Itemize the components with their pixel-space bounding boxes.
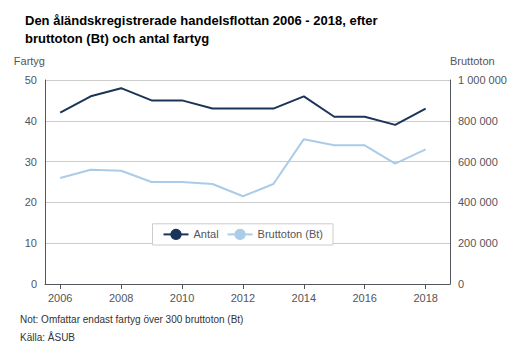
svg-text:2006: 2006 xyxy=(48,292,72,304)
svg-text:Den åländskregistrerade handel: Den åländskregistrerade handelsflottan 2… xyxy=(25,13,378,28)
svg-text:600 000: 600 000 xyxy=(458,156,498,168)
svg-text:Bruttoton: Bruttoton xyxy=(450,55,495,67)
svg-text:0: 0 xyxy=(31,278,37,290)
svg-text:2008: 2008 xyxy=(109,292,133,304)
svg-text:Antal: Antal xyxy=(194,228,219,240)
svg-text:Bruttoton (Bt): Bruttoton (Bt) xyxy=(258,228,323,240)
svg-text:10: 10 xyxy=(25,237,37,249)
svg-text:20: 20 xyxy=(25,196,37,208)
svg-text:800 000: 800 000 xyxy=(458,115,498,127)
svg-text:2018: 2018 xyxy=(413,292,437,304)
svg-text:0: 0 xyxy=(458,278,464,290)
svg-text:200 000: 200 000 xyxy=(458,237,498,249)
svg-text:50: 50 xyxy=(25,74,37,86)
svg-text:2016: 2016 xyxy=(352,292,376,304)
svg-text:2010: 2010 xyxy=(170,292,194,304)
svg-text:bruttoton (Bt) och antal farty: bruttoton (Bt) och antal fartyg xyxy=(25,31,209,46)
svg-text:Not: Omfattar endast fartyg öv: Not: Omfattar endast fartyg över 300 bru… xyxy=(20,314,243,325)
svg-text:2014: 2014 xyxy=(292,292,316,304)
svg-text:400 000: 400 000 xyxy=(458,196,498,208)
svg-text:1 000 000: 1 000 000 xyxy=(458,74,507,86)
svg-text:30: 30 xyxy=(25,156,37,168)
svg-text:Källa: ÅSUB: Källa: ÅSUB xyxy=(20,331,75,343)
svg-text:2012: 2012 xyxy=(231,292,255,304)
svg-text:40: 40 xyxy=(25,115,37,127)
svg-text:Fartyg: Fartyg xyxy=(14,55,45,67)
